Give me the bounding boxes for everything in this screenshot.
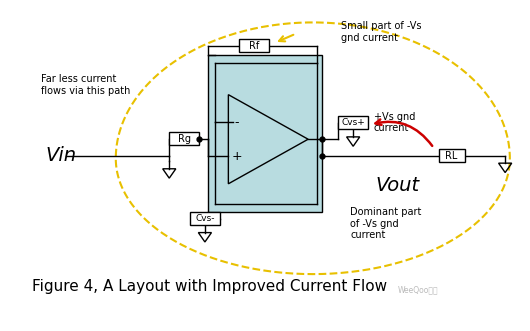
Text: WeeQoo维库: WeeQoo维库: [398, 286, 438, 295]
Text: -: -: [235, 116, 239, 129]
Text: Dominant part
of -Vs gnd
current: Dominant part of -Vs gnd current: [350, 207, 422, 240]
Text: Vout: Vout: [375, 176, 419, 195]
Text: RL: RL: [446, 151, 458, 161]
Text: Vin: Vin: [46, 146, 76, 165]
Text: Small part of -Vs
gnd current: Small part of -Vs gnd current: [341, 22, 421, 43]
Text: +Vs gnd
current: +Vs gnd current: [374, 112, 415, 133]
Text: Rg: Rg: [178, 134, 191, 144]
Text: Cvs-: Cvs-: [195, 214, 215, 223]
Bar: [338, 116, 368, 129]
Bar: [238, 39, 269, 52]
Text: Figure 4, A Layout with Improved Current Flow: Figure 4, A Layout with Improved Current…: [32, 279, 387, 294]
Polygon shape: [228, 95, 308, 184]
Text: Cvs+: Cvs+: [341, 118, 365, 127]
Bar: [190, 212, 220, 225]
Text: +: +: [232, 150, 242, 163]
Bar: [208, 55, 322, 212]
Text: Far less current
flows via this path: Far less current flows via this path: [41, 74, 130, 96]
Bar: [438, 149, 465, 162]
Text: Rf: Rf: [249, 41, 259, 51]
Bar: [169, 132, 199, 145]
